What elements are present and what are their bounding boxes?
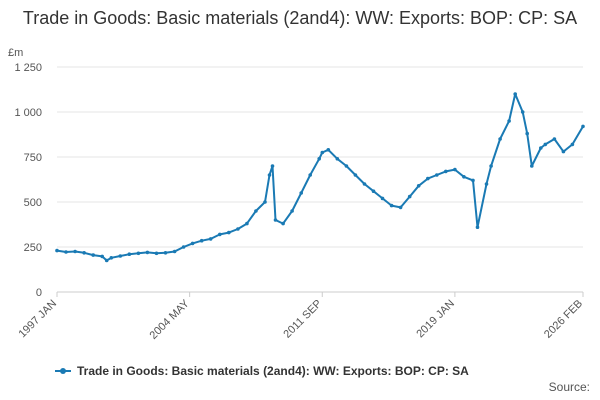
data-point[interactable] bbox=[335, 157, 340, 161]
y-tick-label: 0 bbox=[36, 287, 42, 299]
data-point[interactable] bbox=[407, 194, 412, 199]
data-point[interactable] bbox=[154, 251, 159, 256]
y-tick-label: 250 bbox=[24, 242, 42, 254]
data-point[interactable] bbox=[109, 255, 114, 260]
x-tick-label: 2026 FEB bbox=[542, 298, 585, 341]
y-axis-ticks: 0 250 500 750 1 000 1 250 bbox=[14, 62, 42, 299]
data-point[interactable] bbox=[254, 209, 258, 213]
data-point[interactable] bbox=[353, 173, 358, 177]
data-point[interactable] bbox=[299, 191, 304, 195]
data-point[interactable] bbox=[520, 110, 525, 114]
data-point[interactable] bbox=[181, 245, 186, 249]
y-axis-label: £m bbox=[8, 47, 23, 59]
series-line bbox=[56, 93, 584, 262]
data-point[interactable] bbox=[136, 251, 141, 256]
data-point[interactable] bbox=[270, 164, 275, 168]
data-point[interactable] bbox=[462, 175, 466, 179]
data-point[interactable] bbox=[317, 157, 322, 161]
data-point[interactable] bbox=[55, 248, 59, 253]
x-tick-label: 2019 JAN bbox=[414, 298, 457, 341]
data-point[interactable] bbox=[435, 173, 439, 177]
data-point[interactable] bbox=[344, 164, 349, 168]
data-point[interactable] bbox=[444, 169, 448, 174]
data-point[interactable] bbox=[118, 254, 123, 258]
data-point[interactable] bbox=[64, 250, 68, 254]
data-point[interactable] bbox=[552, 137, 557, 141]
series-group bbox=[55, 92, 585, 263]
data-point[interactable] bbox=[561, 149, 566, 154]
data-point[interactable] bbox=[539, 146, 543, 150]
data-point[interactable] bbox=[190, 241, 195, 246]
data-point[interactable] bbox=[127, 252, 132, 256]
data-point[interactable] bbox=[371, 189, 376, 193]
data-point[interactable] bbox=[267, 173, 272, 177]
data-point[interactable] bbox=[82, 251, 86, 255]
x-tick-label: 1997 JAN bbox=[16, 298, 59, 341]
data-point[interactable] bbox=[489, 164, 493, 168]
data-point[interactable] bbox=[172, 249, 177, 254]
data-point[interactable] bbox=[199, 238, 204, 243]
data-point[interactable] bbox=[104, 258, 109, 263]
data-point[interactable] bbox=[145, 250, 150, 255]
data-point[interactable] bbox=[543, 142, 548, 147]
chart-title: Trade in Goods: Basic materials (2and4):… bbox=[22, 8, 578, 28]
data-point[interactable] bbox=[273, 218, 278, 222]
data-point[interactable] bbox=[100, 254, 104, 259]
data-point[interactable] bbox=[227, 230, 231, 235]
data-point[interactable] bbox=[453, 167, 457, 172]
y-tick-label: 750 bbox=[24, 152, 42, 164]
data-point[interactable] bbox=[513, 92, 517, 96]
data-point[interactable] bbox=[245, 221, 249, 226]
data-point[interactable] bbox=[73, 249, 77, 254]
data-point[interactable] bbox=[389, 203, 394, 208]
legend-line-icon bbox=[55, 366, 71, 376]
x-tick-label: 2011 SEP bbox=[281, 298, 324, 341]
data-point[interactable] bbox=[380, 196, 385, 201]
data-point[interactable] bbox=[290, 209, 294, 213]
source-label: Source: bbox=[548, 380, 590, 394]
data-point[interactable] bbox=[320, 150, 325, 155]
data-point[interactable] bbox=[530, 164, 534, 168]
data-point[interactable] bbox=[281, 221, 285, 226]
x-axis-ticks: 1997 JAN 2004 MAY 2011 SEP 2019 JAN 2026 FEB bbox=[16, 292, 585, 342]
data-point[interactable] bbox=[498, 137, 502, 141]
data-point[interactable] bbox=[218, 232, 222, 237]
data-point[interactable] bbox=[263, 200, 267, 204]
data-point[interactable] bbox=[426, 176, 430, 181]
gridlines bbox=[57, 66, 583, 293]
legend-label: Trade in Goods: Basic materials (2and4):… bbox=[77, 364, 469, 378]
data-point[interactable] bbox=[581, 124, 585, 129]
data-point[interactable] bbox=[163, 251, 168, 255]
data-point[interactable] bbox=[398, 205, 403, 210]
data-point[interactable] bbox=[326, 148, 331, 152]
data-point[interactable] bbox=[484, 182, 489, 186]
data-point[interactable] bbox=[525, 131, 529, 136]
x-tick-label: 2004 MAY bbox=[148, 297, 193, 342]
data-point[interactable] bbox=[507, 119, 511, 123]
data-point[interactable] bbox=[471, 178, 475, 183]
y-tick-label: 1 000 bbox=[14, 107, 42, 119]
data-point[interactable] bbox=[570, 142, 575, 147]
data-point[interactable] bbox=[91, 253, 95, 257]
data-point[interactable] bbox=[236, 227, 240, 231]
y-tick-label: 500 bbox=[24, 197, 42, 209]
data-point[interactable] bbox=[416, 184, 421, 188]
legend[interactable]: Trade in Goods: Basic materials (2and4):… bbox=[55, 364, 469, 378]
data-point[interactable] bbox=[308, 173, 313, 177]
data-point[interactable] bbox=[208, 237, 213, 241]
data-point[interactable] bbox=[475, 225, 480, 229]
y-tick-label: 1 250 bbox=[14, 62, 42, 74]
data-point[interactable] bbox=[362, 182, 367, 186]
